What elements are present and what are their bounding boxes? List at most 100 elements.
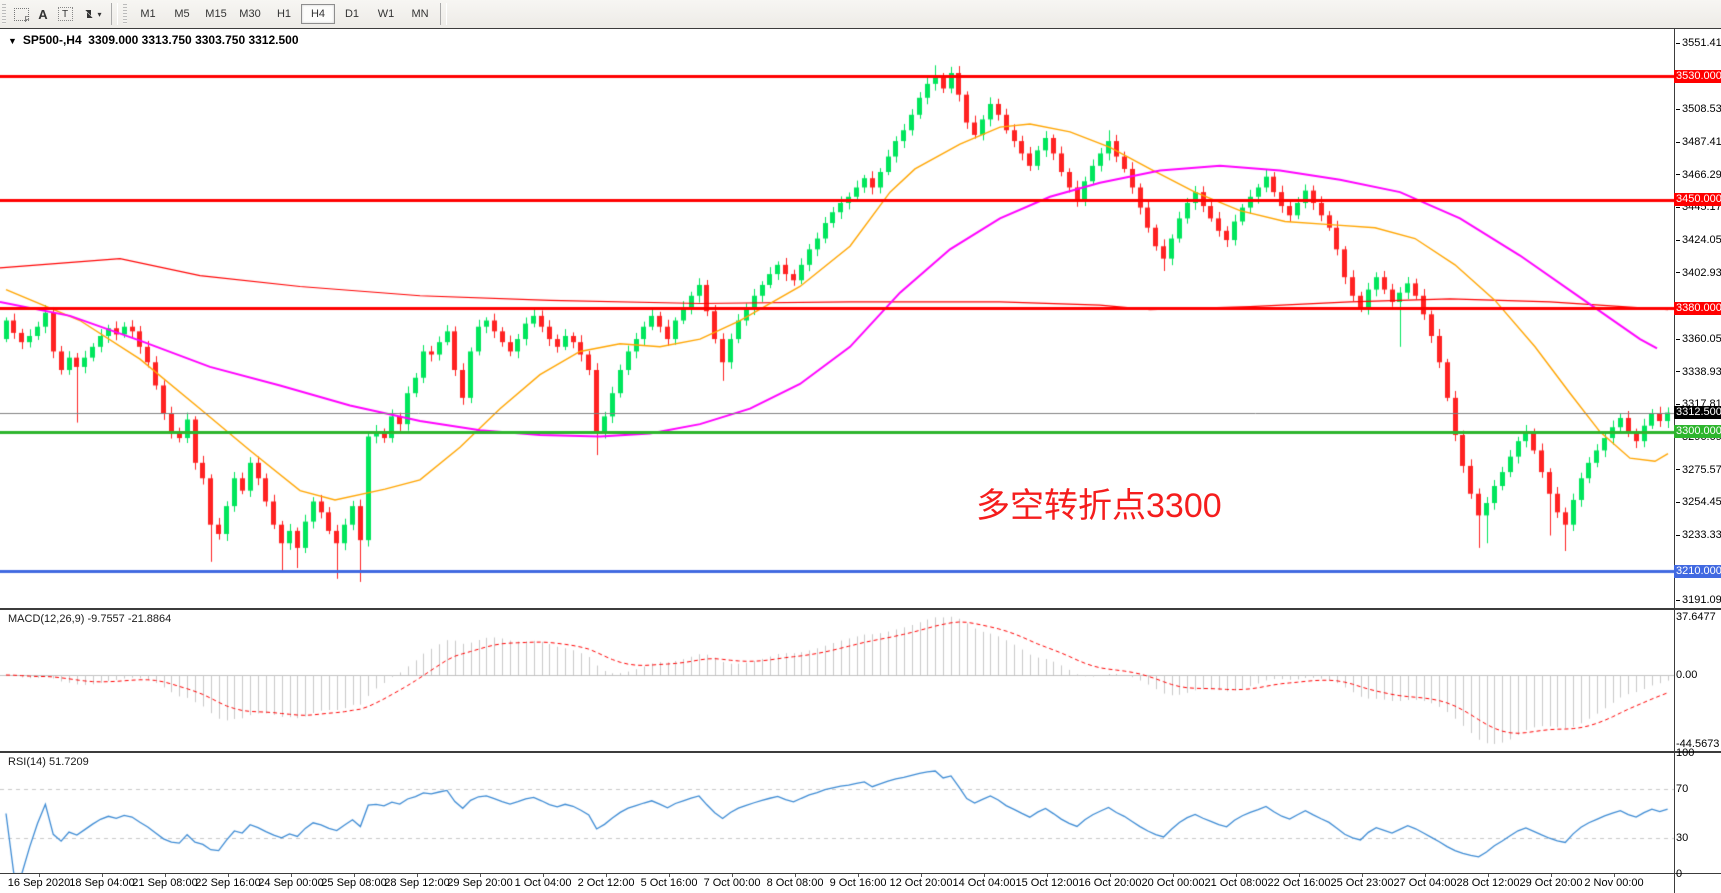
- macd-tick--44.5673: -44.5673: [1676, 737, 1720, 750]
- price-tick-3300.000: 3300.000: [1674, 425, 1721, 439]
- time-tick-18-Sep-04-00: 18 Sep 04:00: [69, 877, 135, 889]
- price-tick-3360.050: 3360.050: [1676, 333, 1721, 345]
- toolbar: F A T ▾ M1 M5 M15 M30 H1 H4 D1 W1 MN: [0, 0, 1721, 29]
- time-tickmark: [417, 874, 418, 877]
- rsi-tick-30: 30: [1676, 831, 1689, 844]
- timeframe-button-m5[interactable]: M5: [174, 8, 190, 20]
- chart-annotation-text[interactable]: 多空转折点3300: [976, 487, 1222, 525]
- time-tick-7-Oct-00-00: 7 Oct 00:00: [703, 877, 761, 889]
- time-tickmark: [1173, 874, 1174, 877]
- timeframe-button-mn[interactable]: MN: [411, 8, 429, 20]
- time-tickmark: [1362, 874, 1363, 877]
- chart-frame-icon[interactable]: F: [11, 4, 31, 24]
- time-tickmark: [606, 874, 607, 877]
- timeframe-button-d1[interactable]: D1: [344, 8, 360, 20]
- time-tick-20-Oct-00-00: 20 Oct 00:00: [1141, 877, 1205, 889]
- price-tick-3508.530: 3508.530: [1676, 103, 1721, 115]
- arrows-dropdown-icon[interactable]: ▾: [77, 4, 107, 24]
- symbol-dropdown-icon[interactable]: ▼: [8, 36, 17, 46]
- time-tickmark: [354, 874, 355, 877]
- timeframe-buttons: M1 M5 M15 M30 H1 H4 D1 W1 MN: [131, 4, 437, 24]
- time-tickmark: [1614, 874, 1615, 877]
- time-tickmark: [921, 874, 922, 877]
- time-tick-9-Oct-16-00: 9 Oct 16:00: [829, 877, 887, 889]
- time-tickmark: [732, 874, 733, 877]
- time-tick-28-Sep-12-00: 28 Sep 12:00: [384, 877, 450, 889]
- time-tickmark: [1551, 874, 1552, 877]
- main-chart-canvas[interactable]: [0, 29, 1674, 874]
- price-axis[interactable]: 3551.410 3530.000 3508.530 3487.410 3466.290…: [1674, 28, 1721, 880]
- time-tick-21-Oct-08-00: 21 Oct 08:00: [1204, 877, 1268, 889]
- time-tick-5-Oct-16-00: 5 Oct 16:00: [640, 877, 698, 889]
- time-tick-12-Oct-20-00: 12 Oct 20:00: [889, 877, 953, 889]
- price-tick-3424.050: 3424.050: [1676, 234, 1721, 246]
- time-tickmark: [480, 874, 481, 877]
- price-tick-3380.000: 3380.000: [1674, 301, 1721, 315]
- time-tickmark: [1110, 874, 1111, 877]
- timeframe-button-h1[interactable]: H1: [276, 8, 292, 20]
- time-tick-25-Oct-23-00: 25 Oct 23:00: [1330, 877, 1394, 889]
- toolbar-grip-2[interactable]: [123, 4, 127, 24]
- toolbar-separator: [111, 3, 118, 25]
- macd-tick-0.00: 0.00: [1676, 669, 1698, 681]
- time-tick-27-Oct-04-00: 27 Oct 04:00: [1393, 877, 1457, 889]
- rsi-tick-100: 100: [1676, 747, 1695, 759]
- time-tick-29-Oct-20-00: 29 Oct 20:00: [1519, 877, 1583, 889]
- time-tick-1-Oct-04-00: 1 Oct 04:00: [514, 877, 572, 889]
- time-tick-21-Sep-08-00: 21 Sep 08:00: [132, 877, 198, 889]
- time-tick-24-Sep-00-00: 24 Sep 00:00: [258, 877, 324, 889]
- price-tick-3275.570: 3275.570: [1676, 464, 1721, 476]
- time-tick-25-Sep-08-00: 25 Sep 08:00: [321, 877, 387, 889]
- rsi-tick-70: 70: [1676, 783, 1689, 796]
- time-tickmark: [543, 874, 544, 877]
- macd-panel-separator[interactable]: [0, 608, 1721, 610]
- macd-label: MACD(12,26,9) -9.7557 -21.8864: [8, 613, 172, 625]
- toolbar-grip[interactable]: [2, 4, 6, 24]
- timeframe-button-m30[interactable]: M30: [239, 8, 261, 20]
- ohlc-label: 3309.000 3313.750 3303.750 3312.500: [88, 33, 299, 47]
- price-tick-3210.000: 3210.000: [1674, 564, 1721, 578]
- price-tick-3254.450: 3254.450: [1676, 496, 1721, 508]
- time-tickmark: [984, 874, 985, 877]
- price-tick-3551.410: 3551.410: [1676, 37, 1721, 49]
- time-tick-16-Oct-20-00: 16 Oct 20:00: [1078, 877, 1142, 889]
- macd-tick-37.6477: 37.6477: [1676, 610, 1716, 623]
- rsi-tick-0: 0: [1676, 868, 1683, 880]
- price-tick-3191.090: 3191.090: [1676, 594, 1721, 606]
- time-tick-16-Sep-2020: 16 Sep 2020: [7, 877, 71, 889]
- time-tick-22-Oct-16-00: 22 Oct 16:00: [1267, 877, 1331, 889]
- price-axis-border: [1674, 28, 1675, 893]
- time-tickmark: [1236, 874, 1237, 877]
- time-tickmark: [1425, 874, 1426, 877]
- price-tick-3338.930: 3338.930: [1676, 366, 1721, 378]
- time-tick-15-Oct-12-00: 15 Oct 12:00: [1015, 877, 1079, 889]
- time-axis-separator: [0, 873, 1721, 874]
- rsi-label: RSI(14) 51.7209: [8, 756, 89, 768]
- time-tick-2-Nov-00-00: 2 Nov 00:00: [1584, 877, 1644, 889]
- time-tick-28-Oct-12-00: 28 Oct 12:00: [1456, 877, 1520, 889]
- chart-title: ▼ SP500-,H4 3309.000 3313.750 3303.750 33…: [8, 33, 299, 47]
- rsi-panel-separator[interactable]: [0, 751, 1721, 753]
- time-axis[interactable]: 16 Sep 2020 18 Sep 04:00 21 Sep 08:00 22 Se…: [0, 874, 1674, 893]
- time-tickmark: [1488, 874, 1489, 877]
- price-tick-3402.930: 3402.930: [1676, 267, 1721, 279]
- price-tick-3487.410: 3487.410: [1676, 136, 1721, 148]
- timeframe-button-m1[interactable]: M1: [140, 8, 156, 20]
- text-a-icon[interactable]: A: [38, 6, 48, 22]
- price-tick-3233.330: 3233.330: [1676, 529, 1721, 541]
- price-tick-3530.000: 3530.000: [1674, 69, 1721, 83]
- time-tickmark: [1047, 874, 1048, 877]
- timeframe-button-m15[interactable]: M15: [205, 8, 227, 20]
- time-tickmark: [165, 874, 166, 877]
- timeframe-button-h4[interactable]: H4: [301, 4, 335, 24]
- time-tickmark: [102, 874, 103, 877]
- symbol-period-label: SP500-,H4: [22, 33, 82, 47]
- textbox-t-icon[interactable]: T: [55, 4, 75, 24]
- time-tickmark: [858, 874, 859, 877]
- time-tick-14-Oct-04-00: 14 Oct 04:00: [952, 877, 1016, 889]
- time-tickmark: [228, 874, 229, 877]
- timeframe-button-w1[interactable]: W1: [377, 8, 395, 20]
- price-tick-3466.290: 3466.290: [1676, 169, 1721, 181]
- price-tick-3312.500: 3312.500: [1674, 406, 1721, 420]
